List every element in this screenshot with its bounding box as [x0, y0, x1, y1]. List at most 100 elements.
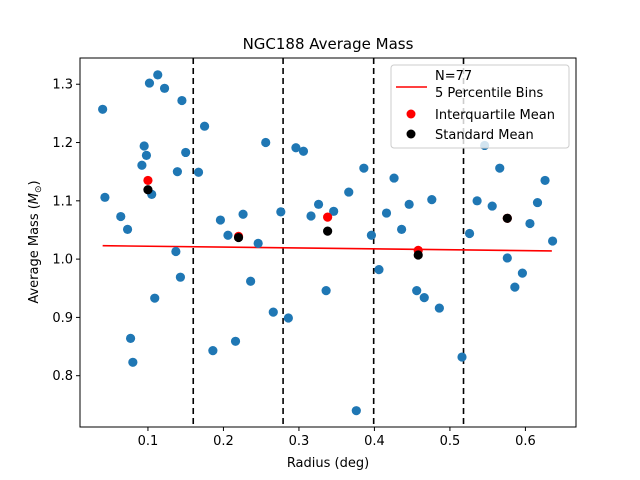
- legend-box: [390, 64, 570, 149]
- data-point-35: [313, 199, 324, 209]
- data-point-9: [144, 78, 155, 88]
- x-tick-label-2: 0.3: [289, 434, 310, 449]
- data-point-48: [419, 292, 429, 303]
- data-point-14: [171, 246, 181, 257]
- data-point-26: [246, 276, 256, 286]
- data-point-29: [268, 307, 278, 317]
- y-axis-label-main: Average Mass (: [27, 204, 42, 303]
- x-tick-label-0: 0.1: [138, 434, 159, 449]
- data-point-5: [128, 357, 138, 367]
- data-point-12: [153, 70, 163, 80]
- data-point-19: [193, 167, 204, 177]
- y-axis-ticks: 0.8 0.9 1.0 1.1 1.2 1.3: [52, 78, 80, 384]
- data-point-41: [366, 230, 377, 240]
- standard-mean-point-3: [413, 250, 423, 260]
- x-tick-label-5: 0.6: [515, 434, 536, 449]
- data-point-27: [253, 238, 263, 248]
- data-point-30: [276, 207, 286, 217]
- legend-entry-n: N=77: [435, 69, 472, 84]
- data-point-47: [412, 285, 422, 296]
- plot-frame: [79, 57, 577, 428]
- data-point-28: [261, 137, 271, 148]
- bin-means: [143, 175, 512, 260]
- fit-line: [102, 244, 552, 252]
- data-point-39: [351, 406, 361, 416]
- standard-mean-point-2: [323, 226, 333, 236]
- y-axis-label: Average Mass (M⊙): [27, 180, 44, 303]
- y-tick-label-1: 0.9: [52, 311, 73, 326]
- legend-standard-swatch: [406, 129, 416, 139]
- data-point-24: [230, 336, 241, 346]
- y-axis-label-end: ): [27, 180, 42, 185]
- data-point-45: [397, 224, 407, 234]
- y-axis-label-subscript: ⊙: [34, 185, 44, 193]
- data-point-51: [457, 352, 467, 362]
- data-point-58: [510, 282, 520, 292]
- data-point-25: [238, 209, 248, 219]
- data-point-4: [125, 333, 136, 343]
- standard-mean-point-0: [143, 185, 153, 195]
- data-point-17: [177, 95, 187, 106]
- data-point-1: [100, 192, 110, 202]
- data-point-0: [98, 104, 108, 114]
- x-tick-label-1: 0.2: [213, 434, 234, 449]
- data-point-50: [434, 303, 444, 313]
- y-tick-label-3: 1.1: [52, 194, 73, 209]
- data-point-62: [540, 175, 550, 186]
- data-point-8: [141, 150, 152, 160]
- y-axis-label-symbol: M: [27, 193, 42, 204]
- y-tick-label-4: 1.2: [52, 136, 73, 151]
- data-point-40: [359, 163, 369, 173]
- data-point-32: [291, 143, 301, 153]
- data-point-44: [389, 173, 399, 183]
- data-point-11: [150, 293, 160, 303]
- legend-entry-standard: Standard Mean: [435, 128, 534, 143]
- fit-line-group: [102, 244, 552, 252]
- legend-entry-interquartile: Interquartile Mean: [435, 108, 555, 123]
- y-tick-label-5: 1.3: [52, 78, 73, 93]
- chart-title: NGC188 Average Mass: [243, 35, 414, 53]
- data-points: [98, 70, 558, 416]
- data-point-63: [547, 236, 558, 246]
- legend-interquartile-swatch: [406, 109, 416, 119]
- data-point-15: [172, 167, 182, 177]
- legend-entry-bins: 5 Percentile Bins: [435, 86, 543, 101]
- data-point-20: [199, 121, 210, 131]
- data-point-18: [181, 147, 191, 158]
- data-point-6: [137, 160, 147, 170]
- data-point-59: [517, 268, 527, 278]
- data-point-53: [472, 196, 482, 206]
- interquartile-mean-point-2: [323, 212, 333, 222]
- interquartile-mean-point-0: [143, 175, 153, 186]
- data-point-61: [532, 197, 543, 208]
- data-point-55: [487, 201, 497, 211]
- data-point-34: [306, 211, 316, 221]
- y-tick-label-2: 1.0: [52, 253, 73, 268]
- data-point-7: [139, 141, 149, 151]
- data-point-52: [464, 228, 475, 239]
- data-point-38: [344, 187, 354, 197]
- data-point-23: [223, 230, 233, 240]
- data-point-2: [116, 211, 126, 222]
- standard-mean-point-1: [233, 232, 244, 243]
- x-tick-label-4: 0.5: [440, 434, 461, 449]
- data-point-37: [329, 206, 339, 216]
- data-point-21: [208, 346, 218, 356]
- data-point-33: [298, 146, 309, 156]
- data-point-22: [215, 215, 226, 225]
- data-point-3: [122, 224, 133, 234]
- data-point-16: [175, 272, 186, 282]
- data-point-56: [495, 163, 505, 173]
- x-tick-label-3: 0.4: [364, 434, 385, 449]
- x-axis-ticks: 0.1 0.2 0.3 0.4 0.5 0.6: [138, 427, 536, 449]
- data-point-36: [321, 285, 331, 296]
- y-tick-label-0: 0.8: [52, 369, 73, 384]
- data-point-13: [159, 83, 170, 93]
- x-axis-label: Radius (deg): [287, 456, 369, 471]
- data-point-43: [381, 208, 392, 218]
- standard-mean-point-4: [502, 213, 512, 223]
- legend: N=77 5 Percentile Bins Interquartile Mea…: [390, 64, 570, 149]
- data-point-31: [283, 313, 293, 323]
- data-point-60: [525, 218, 535, 229]
